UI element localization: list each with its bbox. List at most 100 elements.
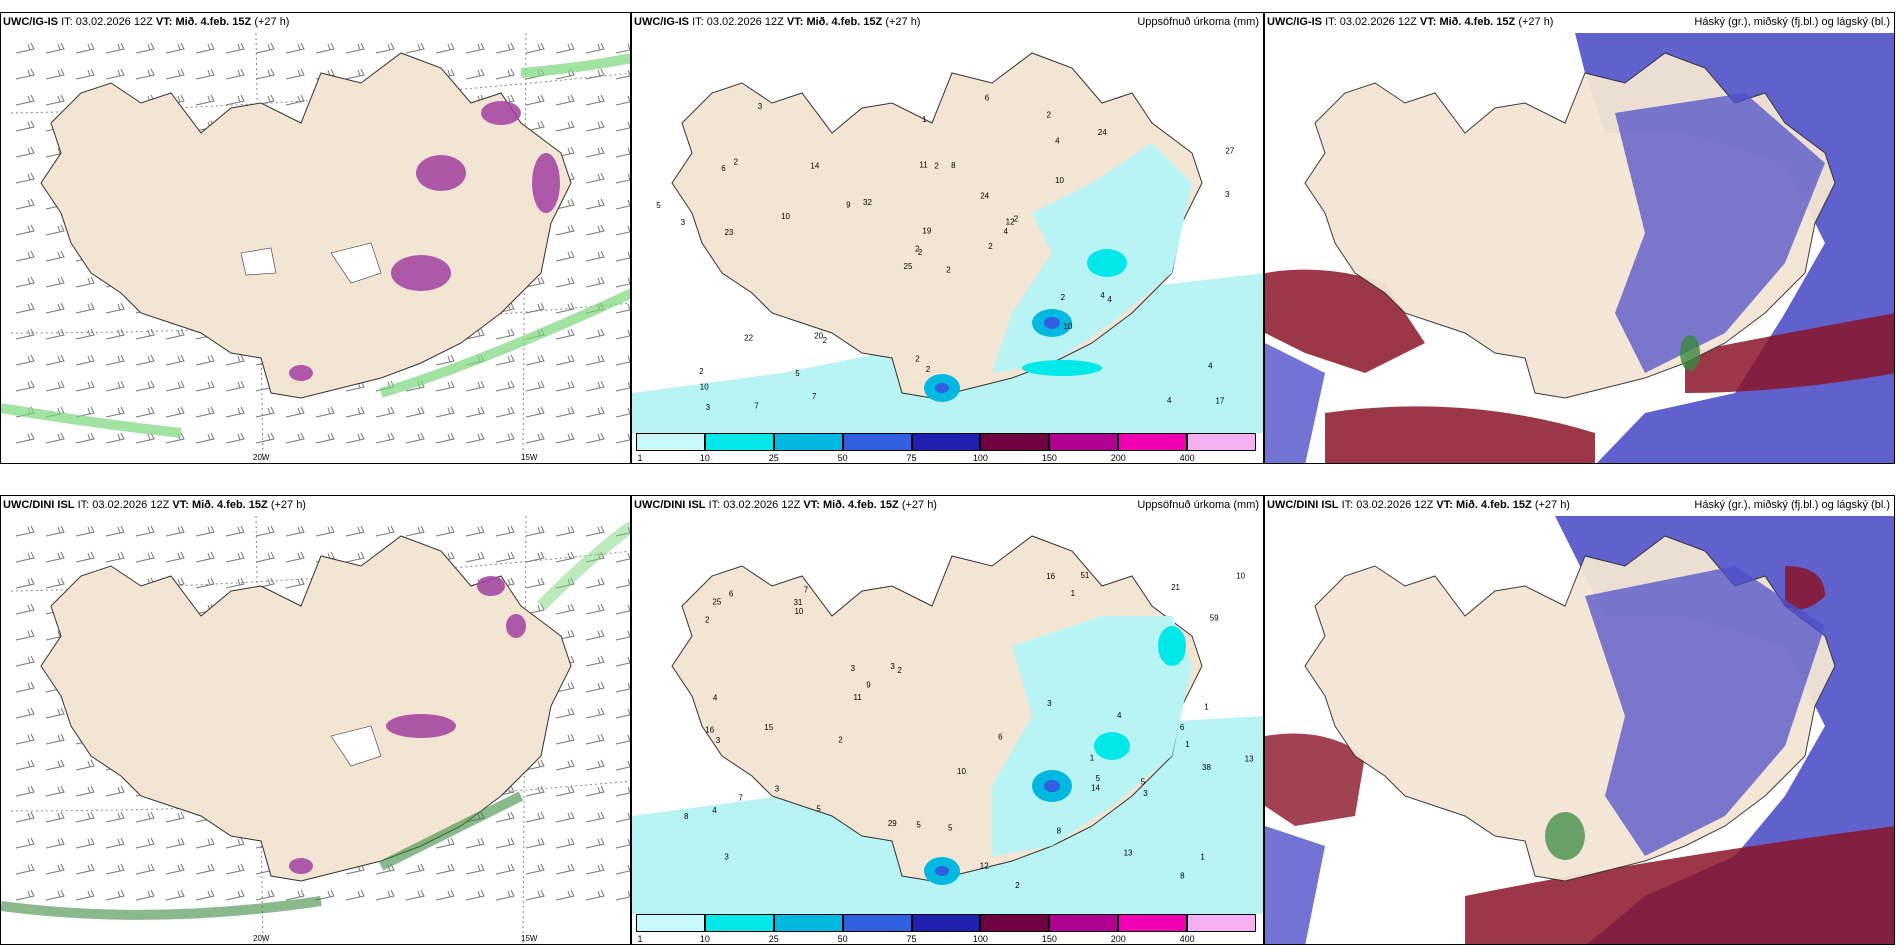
precip-value: 4 (1003, 227, 1008, 236)
wind-barb (135, 380, 155, 392)
colorbar-tick-label: 10 (699, 453, 710, 463)
wind-barb (285, 68, 305, 80)
wind-barb (15, 551, 35, 563)
precip-value: 14 (810, 162, 819, 171)
precip-title: Uppsöfnuð úrkoma (mm) (1137, 499, 1259, 511)
wind-barb (195, 42, 215, 54)
precip-value: 2 (838, 735, 843, 744)
panel-title: UWC/IG-IS IT: 03.02.2026 12Z VT: Mið. 4.… (1267, 16, 1554, 28)
wind-barb (555, 811, 575, 823)
wind-barb (195, 525, 215, 537)
wind-barb (405, 889, 425, 901)
wind-barb (585, 707, 605, 719)
wind-barb (45, 42, 65, 54)
precip-value: 4 (713, 693, 718, 702)
precip-value: 6 (729, 590, 734, 599)
precip-value: 2 (705, 616, 710, 625)
wind-barb (615, 277, 630, 288)
precip-value: 1 (1071, 589, 1076, 598)
wind-barb (615, 433, 630, 444)
precip-value: 1 (922, 115, 927, 124)
wind-barb (45, 525, 65, 537)
precip-value: 2 (915, 245, 920, 254)
wind-barb (585, 785, 605, 797)
map-precip-top: 2622122284231723272510711242232105224213… (632, 52, 1263, 433)
wind-barb (555, 354, 575, 366)
colorbar-swatch (704, 433, 774, 451)
colorbar-swatch (636, 433, 705, 451)
precip-value: 16 (1046, 572, 1055, 581)
wind-barb (495, 406, 515, 418)
wind-barb (135, 889, 155, 901)
wind-barb (525, 577, 545, 589)
wind-barb (615, 760, 630, 771)
wind-barb (585, 525, 605, 537)
wind-barb (465, 551, 485, 563)
wind-barb (585, 577, 605, 589)
wind-barb (45, 551, 65, 563)
panel-title: UWC/IG-IS IT: 03.02.2026 12Z VT: Mið. 4.… (634, 16, 921, 28)
precip-value: 10 (1064, 322, 1073, 331)
wind-barb (615, 864, 630, 875)
wind-barb (45, 380, 65, 392)
wind-barb (615, 578, 630, 589)
panel-title: UWC/DINI ISL IT: 03.02.2026 12Z VT: Mið.… (3, 499, 306, 511)
colorbar-tick-label: 75 (906, 934, 917, 944)
wind-barb (75, 837, 95, 849)
wind-barb (15, 354, 35, 366)
precip-value: 5 (916, 821, 921, 830)
wind-barb (465, 837, 485, 849)
colorbar-tick-label: 400 (1179, 934, 1195, 944)
colorbar-swatch (1187, 914, 1256, 932)
wind-barb (555, 302, 575, 314)
precip-value: 11 (919, 160, 928, 169)
wind-barb (225, 380, 245, 392)
wind-barb (105, 551, 125, 563)
colorbar-swatch (636, 914, 705, 932)
wind-barb (465, 380, 485, 392)
wind-barb (615, 552, 630, 563)
colorbar-tick-label: 1 (637, 453, 643, 463)
wind-barb (555, 276, 575, 288)
wind-barb (165, 551, 185, 563)
precip-value: 6 (985, 94, 990, 103)
wind-barb (555, 198, 575, 210)
precip-value: 10 (1055, 176, 1064, 185)
wind-barb (105, 68, 125, 80)
precip-value: 4 (1055, 137, 1060, 146)
wind-barb (225, 354, 245, 366)
wind-barb (225, 551, 245, 563)
wind-barb (225, 42, 245, 54)
wind-barb (495, 380, 515, 392)
wind-barb (495, 42, 515, 54)
precip-value: 5 (795, 369, 800, 378)
wind-barb (585, 250, 605, 262)
wind-barb (285, 889, 305, 901)
wind-barb (195, 432, 215, 444)
wind-barb (45, 811, 65, 823)
lon-label-20w: 20W (253, 934, 270, 943)
wind-barb (525, 837, 545, 849)
wind-barb (15, 172, 35, 184)
wind-barb (345, 889, 365, 901)
wind-barb (195, 577, 215, 589)
precip-value: 3 (851, 664, 856, 673)
precip-value: 2 (1046, 111, 1051, 120)
wind-barb (285, 406, 305, 418)
precip-value: 4 (1208, 361, 1213, 370)
panel-bottom-precip: UWC/DINI ISL IT: 03.02.2026 12Z VT: Mið.… (631, 495, 1264, 945)
precip-value: 6 (1180, 723, 1185, 732)
wind-barb (585, 328, 605, 340)
wind-barb (525, 94, 545, 106)
wind-barb (75, 432, 95, 444)
precip-value: 6 (998, 732, 1003, 741)
wind-barb (585, 406, 605, 418)
wind-barb (525, 863, 545, 875)
precip-value: 4 (1107, 295, 1112, 304)
precip-value: 8 (1057, 826, 1062, 835)
wind-barb (15, 250, 35, 262)
wind-barb (495, 551, 515, 563)
wind-barb (15, 120, 35, 132)
wind-barb (75, 42, 95, 54)
wind-barb (585, 42, 605, 54)
